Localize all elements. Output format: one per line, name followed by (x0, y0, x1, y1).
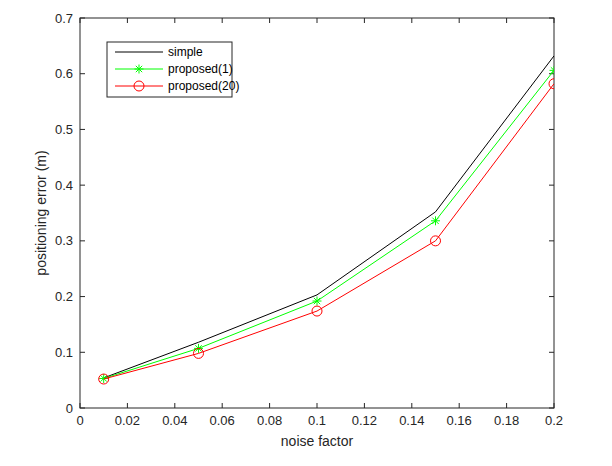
x-tick-label: 0.06 (210, 413, 235, 428)
y-tick (80, 352, 85, 353)
x-tick (174, 403, 175, 408)
y-tick (80, 73, 85, 74)
x-tick (506, 403, 507, 408)
x-axis-label: noise factor (281, 433, 354, 449)
x-tick-top (222, 18, 223, 23)
x-tick-label: 0.18 (494, 413, 519, 428)
marker-circle (549, 79, 554, 89)
x-tick-label: 0.2 (545, 413, 563, 428)
x-tick-top (80, 18, 81, 23)
legend-label: simple (168, 45, 203, 59)
y-tick-label: 0.3 (55, 233, 73, 248)
x-tick-label: 0.12 (352, 413, 377, 428)
y-axis-label: positioning error (m) (33, 150, 49, 275)
x-tick-label: 0.1 (308, 413, 326, 428)
y-tick (80, 296, 85, 297)
x-tick-top (554, 18, 555, 23)
chart: 0 0.02 0.04 0.06 0.08 0.1 0.12 0.14 0.16 0.18 0.2 0… (0, 0, 612, 466)
legend-marker (135, 65, 144, 74)
plot-frame (80, 18, 554, 408)
y-tick-right (549, 408, 554, 409)
legend-swatch (115, 86, 163, 87)
marker-circle (431, 236, 441, 246)
series-line (104, 56, 554, 378)
y-tick-right (549, 296, 554, 297)
background (0, 0, 612, 466)
series-line (104, 70, 554, 378)
x-tick-top (127, 18, 128, 23)
y-tick-label: 0 (66, 401, 73, 416)
legend-label: proposed(1) (168, 62, 233, 76)
y-tick-right (549, 352, 554, 353)
y-tick-label: 0.2 (55, 289, 73, 304)
x-tick (269, 403, 270, 408)
y-tick (80, 129, 85, 130)
x-tick-top (317, 18, 318, 23)
marker-circle (312, 306, 322, 316)
legend-label: proposed(20) (168, 79, 239, 93)
y-tick-right (549, 129, 554, 130)
y-tick-label: 0.1 (55, 345, 73, 360)
y-tick (80, 408, 85, 409)
legend-marker (134, 81, 144, 91)
x-tick (459, 403, 460, 408)
marker-asterisk (431, 216, 440, 225)
x-tick (80, 403, 81, 408)
x-tick-label: 0 (76, 413, 83, 428)
x-tick-top (506, 18, 507, 23)
x-tick (411, 403, 412, 408)
x-tick (364, 403, 365, 408)
x-tick-label: 0.02 (115, 413, 140, 428)
x-tick-label: 0.16 (447, 413, 472, 428)
y-tick-label: 0.4 (55, 178, 73, 193)
marker-circle (194, 348, 204, 358)
x-tick (222, 403, 223, 408)
y-tick-label: 0.5 (55, 122, 73, 137)
marker-asterisk (550, 66, 555, 75)
legend-swatch (115, 52, 163, 53)
x-tick-top (364, 18, 365, 23)
marker-circle (99, 374, 109, 384)
x-tick-top (174, 18, 175, 23)
y-tick-right (549, 240, 554, 241)
y-tick-label: 0.6 (55, 66, 73, 81)
x-tick-label: 0.14 (399, 413, 424, 428)
x-tick (317, 403, 318, 408)
legend: simple proposed(1) proposed(20) (107, 42, 239, 97)
x-tick-top (269, 18, 270, 23)
marker-asterisk (313, 297, 322, 306)
series-line (104, 84, 554, 379)
y-tick-label: 0.7 (55, 11, 73, 26)
y-tick (80, 18, 85, 19)
y-tick (80, 185, 85, 186)
x-tick (127, 403, 128, 408)
x-tick (554, 403, 555, 408)
y-tick (80, 240, 85, 241)
x-tick-top (411, 18, 412, 23)
x-tick-label: 0.08 (257, 413, 282, 428)
y-tick-right (549, 18, 554, 19)
plot-data (99, 56, 554, 384)
x-tick-top (459, 18, 460, 23)
x-tick-label: 0.04 (162, 413, 187, 428)
y-tick-right (549, 185, 554, 186)
